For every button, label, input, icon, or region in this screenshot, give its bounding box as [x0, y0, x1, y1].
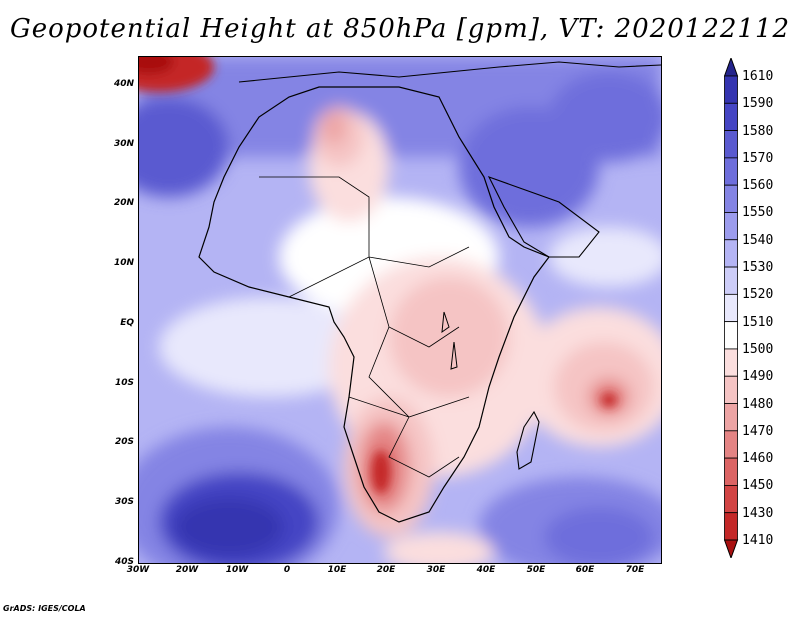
lat-label-20n: 20N: [113, 198, 134, 208]
colorbar-label: 1580: [742, 123, 774, 139]
lon-label-20e: 20E: [376, 565, 396, 575]
lat-label-40s: 40S: [114, 557, 134, 567]
great-lakes: [441, 311, 458, 370]
lon-label-0: 0: [283, 565, 291, 575]
colorbar-label: 1470: [742, 423, 774, 439]
colorbar-cell: [724, 184, 738, 213]
colorbar-label: 1610: [742, 69, 774, 84]
colorbar-cell: [724, 75, 738, 104]
lon-label-20w: 20W: [175, 565, 199, 575]
colorbar-cell: [724, 130, 738, 159]
colorbar-label: 1540: [742, 232, 774, 248]
colorbar-legend: 1610 1590 1580 1570 1560 1550 1540 1530 1520 1510…: [724, 58, 800, 558]
colorbar-cell: [724, 212, 738, 241]
lat-label-eq: EQ: [120, 318, 134, 328]
lon-label-70e: 70E: [625, 565, 645, 575]
colorbar-label: 1450: [742, 478, 774, 494]
colorbar-label: 1500: [742, 341, 774, 357]
colorbar-top-arrow: [724, 58, 739, 77]
colorbar-bottom-arrow: [724, 539, 739, 558]
europe-coastline: [238, 61, 661, 83]
colorbar-cell: [724, 321, 738, 350]
colorbar-cell: [724, 157, 738, 186]
colorbar-cell: [724, 375, 738, 404]
country-borders: [259, 176, 470, 478]
colorbar-label: 1460: [742, 451, 774, 467]
colorbar-cell: [724, 485, 738, 514]
lat-label-40n: 40N: [113, 79, 134, 89]
colorbar-cell: [724, 102, 738, 131]
colorbar-label: 1510: [742, 314, 774, 330]
lat-label-10n: 10N: [113, 258, 134, 268]
colorbar-cell: [724, 293, 738, 323]
lon-label-10w: 10W: [225, 565, 249, 575]
colorbar-label: 1590: [742, 96, 774, 112]
colorbar-label: 1430: [742, 505, 774, 521]
lon-label-50e: 50E: [526, 565, 546, 575]
lon-label-30e: 30E: [426, 565, 446, 575]
colorbar-label: 1570: [742, 150, 774, 166]
colorbar-label: 1480: [742, 396, 774, 412]
colorbar-label: 1520: [742, 287, 774, 303]
colorbar-cell: [724, 457, 738, 486]
colorbar-label: 1490: [742, 369, 774, 385]
lat-label-10s: 10S: [114, 378, 134, 388]
map-title: Geopotential Height at 850hPa [gpm], VT:…: [9, 14, 791, 44]
colorbar-cell: [724, 239, 738, 268]
arabia-outline: [487, 176, 600, 258]
lon-label-40e: 40E: [476, 565, 496, 575]
lat-label-30n: 30N: [113, 139, 134, 149]
colorbar-shape: [724, 58, 739, 558]
africa-coastline: [198, 86, 550, 523]
madagascar-outline: [516, 410, 540, 470]
colorbar-cell: [724, 348, 738, 377]
colorbar-label: 1550: [742, 205, 774, 221]
colorbar-label: 1530: [742, 260, 774, 276]
lon-label-10e: 10E: [327, 565, 347, 575]
lon-label-60e: 60E: [575, 565, 595, 575]
colorbar-cell: [724, 266, 738, 295]
grads-credit: GrADS: IGES/COLA: [3, 604, 86, 613]
colorbar-cell: [724, 512, 738, 541]
colorbar-cell: [724, 403, 738, 432]
geopotential-field: [139, 57, 661, 563]
colorbar-label: 1410: [742, 533, 774, 548]
map-panel: [138, 56, 662, 564]
colorbar-cell: [724, 430, 738, 459]
lat-label-30s: 30S: [114, 497, 134, 507]
colorbar-label: 1560: [742, 178, 774, 194]
lat-label-20s: 20S: [114, 437, 134, 447]
lon-label-30w: 30W: [126, 565, 150, 575]
